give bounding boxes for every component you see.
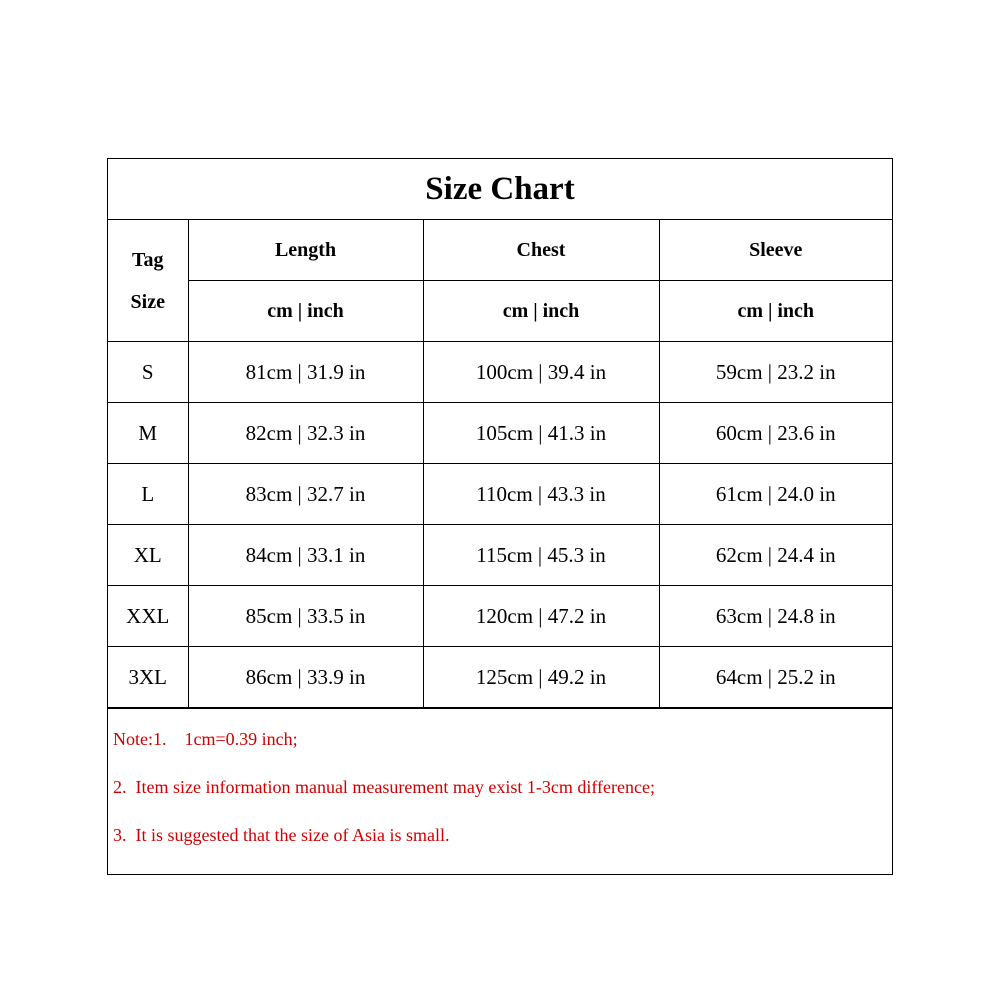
chest-cell: 100cm | 39.4 in (422, 341, 660, 403)
note-3: 3. It is suggested that the size of Asia… (113, 825, 450, 845)
sleeve-header: Sleeve (658, 220, 892, 281)
sleeve-cell: 63cm | 24.8 in (658, 585, 892, 647)
sleeve-cell: 64cm | 25.2 in (658, 646, 892, 708)
sleeve-cell: 61cm | 24.0 in (658, 463, 892, 525)
length-cell: 86cm | 33.9 in (187, 646, 424, 708)
unit-row: cm | inch cm | inch cm | inch (108, 280, 892, 342)
table-row: XXL 85cm | 33.5 in 120cm | 47.2 in 63cm | 2… (108, 585, 892, 647)
table-row: M 82cm | 32.3 in 105cm | 41.3 in 60cm | 23.… (108, 402, 892, 464)
table-row: 3XL 86cm | 33.9 in 125cm | 49.2 in 64cm | 2… (108, 646, 892, 708)
length-header: Length (187, 220, 424, 281)
length-cell: 83cm | 32.7 in (187, 463, 424, 525)
length-cell: 81cm | 31.9 in (187, 341, 424, 403)
chest-unit: cm | inch (422, 280, 660, 342)
length-cell: 82cm | 32.3 in (187, 402, 424, 464)
table-row: L 83cm | 32.7 in 110cm | 43.3 in 61cm | 24.… (108, 463, 892, 525)
tag-label: Tag (131, 248, 164, 271)
note-2: 2. Item size information manual measurem… (113, 777, 655, 797)
note-1: Note:1. 1cm=0.39 inch; (113, 729, 298, 749)
chest-cell: 110cm | 43.3 in (422, 463, 660, 525)
size-cell: L (108, 463, 189, 525)
table-row: XL 84cm | 33.1 in 115cm | 45.3 in 62cm | 24… (108, 524, 892, 586)
length-cell: 84cm | 33.1 in (187, 524, 424, 586)
sleeve-cell: 60cm | 23.6 in (658, 402, 892, 464)
size-cell: M (108, 402, 189, 464)
chest-cell: 105cm | 41.3 in (422, 402, 660, 464)
length-unit: cm | inch (188, 280, 424, 342)
notes: Note:1. 1cm=0.39 inch; 2. Item size info… (108, 708, 892, 874)
table-row: S 81cm | 31.9 in 100cm | 39.4 in 59cm | 23.… (108, 341, 892, 403)
size-cell: S (108, 341, 189, 403)
chest-cell: 120cm | 47.2 in (422, 585, 660, 647)
chart-title: Size Chart (108, 159, 892, 220)
size-cell: XXL (108, 585, 189, 647)
length-cell: 85cm | 33.5 in (187, 585, 424, 647)
size-cell: XL (108, 524, 189, 586)
sleeve-unit: cm | inch (658, 280, 892, 342)
tag-size-header: Tag Size (108, 220, 189, 342)
size-table: Tag Size Length Chest Sleeve cm | inch c… (108, 220, 892, 708)
chest-cell: 125cm | 49.2 in (422, 646, 660, 708)
size-cell: 3XL (108, 646, 189, 708)
header-row: Tag Size Length Chest Sleeve (108, 220, 892, 342)
size-label: Size (130, 290, 165, 313)
sleeve-cell: 59cm | 23.2 in (658, 341, 892, 403)
sleeve-cell: 62cm | 24.4 in (658, 524, 892, 586)
chest-cell: 115cm | 45.3 in (422, 524, 660, 586)
size-chart: Size Chart Tag Size Length Chest Sleeve … (107, 158, 893, 875)
chest-header: Chest (422, 220, 660, 281)
